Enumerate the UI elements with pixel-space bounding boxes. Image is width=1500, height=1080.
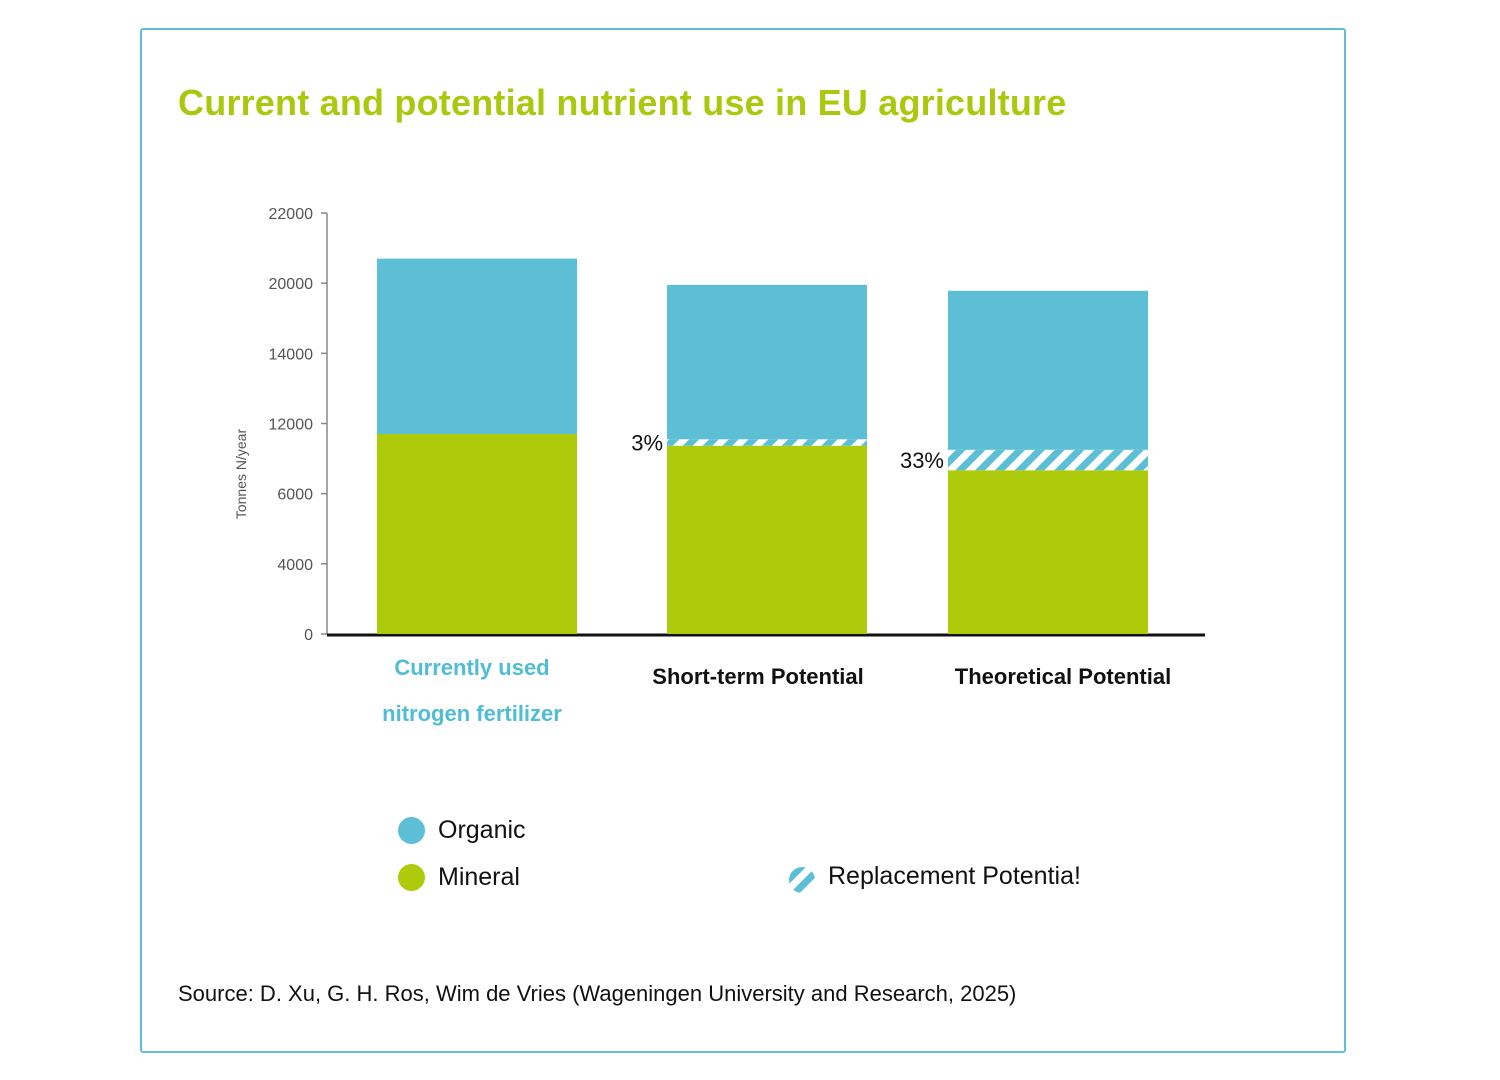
legend-label: Replacement Potentia! [828,862,1081,890]
bar-segment-replacement [667,439,867,446]
y-tick-label: 0 [304,627,313,644]
y-axis-label: Tonnes N/year [233,429,249,520]
percent-annotation: 33% [900,448,944,473]
category-label-short-term: Short-term Potential [652,664,864,689]
bar-segment-organic [667,284,867,440]
chart-title: Current and potential nutrient use in EU… [178,82,1067,123]
bar-segment-mineral [667,445,867,634]
y-tick-label: 12000 [269,417,314,434]
bar-segment-mineral [948,470,1148,634]
chart-axes: 0 4000 6000 12000 14000 20000 22000 Tonnes N/ye… [233,206,1205,644]
legend-label: Mineral [438,863,520,891]
category-label-line: Currently used [394,655,550,680]
mineral-dot-icon [398,864,425,891]
y-tick-label: 22000 [269,206,314,223]
chart-annotations: 3% 33% [631,431,944,474]
legend-hatch-marker [789,867,815,893]
organic-dot-icon [398,817,425,844]
chart-bars [377,258,1148,634]
replacement-hatch-icon [789,867,815,893]
bar-segment-mineral [377,434,577,634]
category-label-line: nitrogen fertilizer [382,701,562,726]
bar-segment-replacement [948,449,1148,471]
source-note: Source: D. Xu, G. H. Ros, Wim de Vries (… [178,981,1017,1006]
legend-item-replacement: Replacement Potentia! [828,862,1081,891]
legend-item-mineral: Mineral [398,863,520,892]
percent-annotation: 3% [631,431,663,456]
y-tick-label: 20000 [269,276,314,293]
legend-item-organic: Organic [398,816,526,845]
y-tick-label: 14000 [269,346,314,363]
y-tick-label: 6000 [277,487,313,504]
bar-segment-organic [948,290,1148,450]
category-label-theoretical: Theoretical Potential [954,664,1172,689]
category-label-currently-used: Currently used nitrogen fertilizer [352,645,592,737]
y-tick-label: 4000 [277,557,313,574]
bar-segment-organic [377,258,577,435]
legend-label: Organic [438,816,526,844]
